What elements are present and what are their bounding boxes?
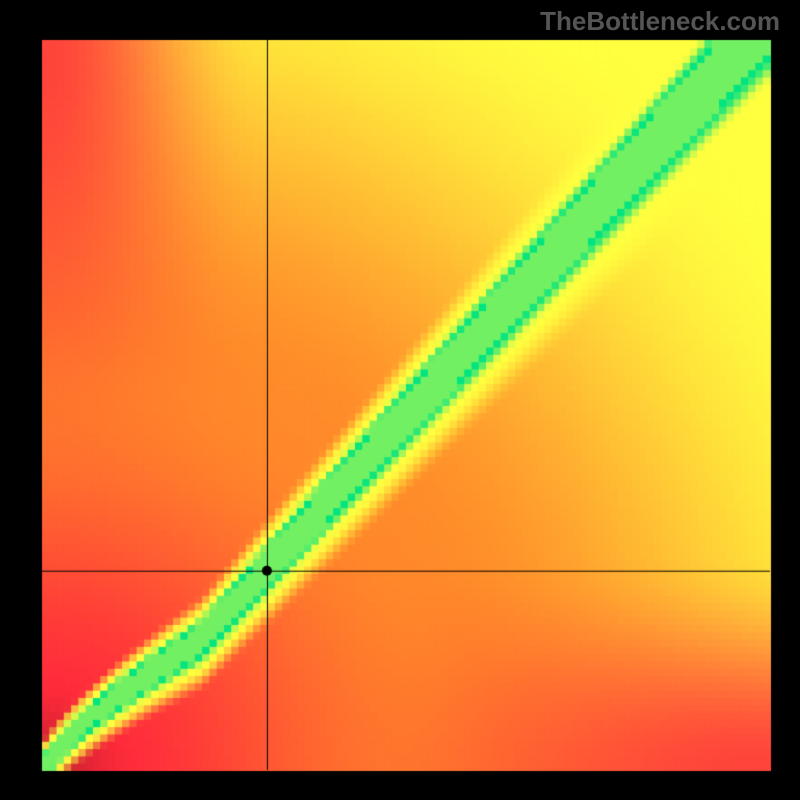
bottleneck-heatmap [0,0,800,800]
watermark-label: TheBottleneck.com [540,6,780,37]
chart-container: TheBottleneck.com [0,0,800,800]
